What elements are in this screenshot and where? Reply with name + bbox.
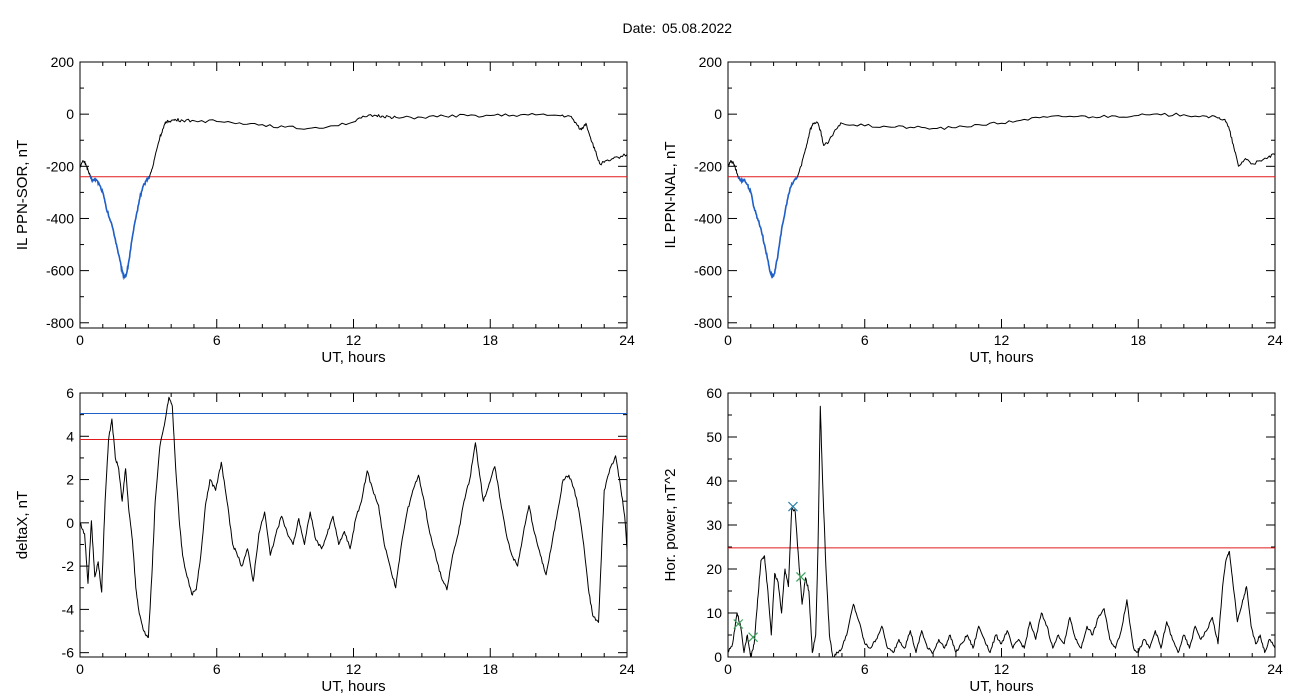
- deltax-y-tick-label: 6: [66, 385, 74, 401]
- panel-hor-power: 0 6 12 18 24 60 50 40 30 20 10 0 UT, hours Hor. power…: [662, 385, 1283, 695]
- deltax-y-tick-label: 4: [66, 428, 74, 444]
- il-ppn-nal-y-tick-label: -600: [694, 263, 722, 279]
- deltax-y-tick-label: 0: [66, 515, 74, 531]
- panel-deltax: 0 6 12 18 24 6 4 2 0 -2 -4 -6 UT, hours deltaX, nT: [14, 385, 635, 695]
- il-ppn-nal-y-tick-label: -800: [694, 315, 722, 331]
- il-ppn-sor-x-tick-label: 0: [76, 332, 84, 348]
- il-ppn-nal-x-axis-label: UT, hours: [969, 349, 1033, 366]
- hor-power-x-tick-label: 0: [724, 661, 732, 677]
- il-ppn-sor-y-tick-label: 0: [66, 106, 74, 122]
- deltax-plot-frame: [79, 392, 628, 658]
- il-ppn-nal-series-line: [727, 112, 1276, 278]
- deltax-x-tick-label: 6: [213, 661, 221, 677]
- hor-power-x-axis-label: UT, hours: [969, 678, 1033, 695]
- il-ppn-sor-x-tick-label: 12: [346, 332, 362, 348]
- il-ppn-nal-y-axis-label: IL PPN-NAL, nT: [662, 142, 679, 249]
- il-ppn-sor-series-line: [79, 113, 628, 279]
- il-ppn-sor-y-tick-label: -400: [46, 210, 74, 226]
- il-ppn-nal-x-tick-label: 18: [1130, 332, 1146, 348]
- hor-power-y-tick-label: 50: [706, 429, 722, 445]
- hor-power-y-tick-label: 60: [706, 385, 722, 401]
- il-ppn-nal-y-tick-label: 200: [699, 54, 723, 70]
- il-ppn-sor-x-tick-label: 24: [619, 332, 635, 348]
- deltax-y-tick-label: -2: [62, 558, 75, 574]
- hor-power-x-tick-label: 24: [1267, 661, 1283, 677]
- deltax-y-tick-label: -4: [62, 601, 75, 617]
- deltax-y-tick-label: 2: [66, 472, 74, 488]
- il-ppn-sor-y-tick-label: 200: [51, 54, 75, 70]
- hor-power-series-line: [727, 405, 1276, 658]
- il-ppn-sor-plot-frame: [79, 61, 628, 329]
- hor-power-x-tick-label: 18: [1130, 661, 1146, 677]
- deltax-x-tick-label: 18: [482, 661, 498, 677]
- il-ppn-nal-plot-frame: [727, 61, 1276, 329]
- il-ppn-nal-y-tick-label: -400: [694, 210, 722, 226]
- deltax-x-tick-label: 12: [346, 661, 362, 677]
- deltax-x-tick-label: 24: [619, 661, 635, 677]
- il-ppn-nal-x-tick-label: 0: [724, 332, 732, 348]
- hor-power-y-tick-label: 10: [706, 605, 722, 621]
- deltax-x-axis-label: UT, hours: [321, 678, 385, 695]
- hor-power-x-tick-label: 6: [861, 661, 869, 677]
- hor-power-marker: [733, 619, 744, 629]
- il-ppn-sor-x-axis-label: UT, hours: [321, 349, 385, 366]
- il-ppn-nal-highlight-segment: [737, 176, 799, 279]
- il-ppn-nal-y-tick-label: 0: [714, 106, 722, 122]
- hor-power-y-tick-label: 20: [706, 561, 722, 577]
- deltax-y-axis-label: deltaX, nT: [14, 491, 31, 559]
- hor-power-y-tick-label: 40: [706, 473, 722, 489]
- il-ppn-nal-x-tick-label: 12: [994, 332, 1010, 348]
- il-ppn-nal-x-tick-label: 6: [861, 332, 869, 348]
- hor-power-marker: [748, 632, 758, 643]
- hor-power-marker: [788, 501, 798, 512]
- hor-power-x-tick-label: 12: [994, 661, 1010, 677]
- il-ppn-sor-x-tick-label: 18: [482, 332, 498, 348]
- il-ppn-sor-y-tick-label: -600: [46, 263, 74, 279]
- date-value: 05.08.2022: [662, 20, 732, 36]
- hor-power-y-tick-label: 30: [706, 517, 722, 533]
- panel-il-ppn-nal: 0 6 12 18 24 200 0 -200 -400 -600 -800 UT, hours IL …: [662, 54, 1283, 366]
- il-ppn-sor-x-tick-label: 6: [213, 332, 221, 348]
- il-ppn-sor-highlight-segment: [89, 175, 151, 281]
- il-ppn-nal-y-tick-label: -200: [694, 158, 722, 174]
- hor-power-y-axis-label: Hor. power, nT^2: [662, 469, 679, 582]
- il-ppn-sor-y-tick-label: -800: [46, 315, 74, 331]
- il-ppn-nal-x-tick-label: 24: [1267, 332, 1283, 348]
- date-label: Date:: [623, 20, 656, 36]
- il-ppn-sor-y-tick-label: -200: [46, 158, 74, 174]
- figure-header: Date: 05.08.2022: [623, 20, 733, 36]
- panel-il-ppn-sor: 0 6 12 18 24 200 0 -200 -400 -600 -800 UT, hours IL …: [14, 54, 635, 366]
- hor-power-y-tick-label: 0: [714, 649, 722, 665]
- hor-power-marker: [796, 571, 806, 582]
- il-ppn-sor-y-axis-label: IL PPN-SOR, nT: [14, 140, 31, 250]
- deltax-series-line: [79, 396, 628, 638]
- deltax-y-tick-label: -6: [62, 645, 75, 661]
- deltax-x-tick-label: 0: [76, 661, 84, 677]
